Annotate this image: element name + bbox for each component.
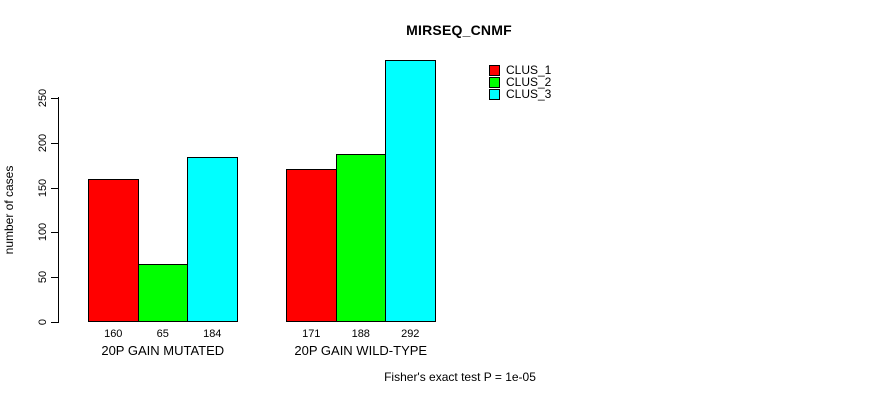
legend-item: CLUS_3 <box>489 88 551 100</box>
y-tick-mark <box>51 143 58 144</box>
chart-title: MIRSEQ_CNMF <box>406 22 512 38</box>
bar-clus_2-1 <box>137 264 188 322</box>
bar-clus_3-2 <box>385 60 436 322</box>
legend: CLUS_1 CLUS_2 CLUS_3 <box>489 64 551 100</box>
y-tick-label: 50 <box>37 270 49 284</box>
y-axis-label: number of cases <box>2 165 16 255</box>
y-tick-mark <box>51 188 58 189</box>
bar-value-label: 292 <box>401 328 420 340</box>
y-tick-mark <box>51 232 58 233</box>
statistical-test-annotation: Fisher's exact test P = 1e-05 <box>384 370 536 384</box>
y-tick-mark <box>51 98 58 99</box>
legend-swatch-clus_1 <box>489 64 500 76</box>
bar-value-label: 65 <box>156 328 169 340</box>
bar-clus_1-1 <box>88 179 139 322</box>
legend-label: CLUS_3 <box>506 87 552 101</box>
bar-value-label: 184 <box>203 328 222 340</box>
y-tick-mark <box>51 277 58 278</box>
legend-item: CLUS_1 <box>489 64 551 76</box>
y-tick-label: 0 <box>37 318 49 326</box>
y-tick-mark <box>51 322 58 323</box>
bar-value-label: 171 <box>302 328 321 340</box>
y-tick-label: 250 <box>37 88 49 108</box>
legend-label: CLUS_1 <box>506 63 552 77</box>
x-category-label: 20P GAIN MUTATED <box>101 343 225 358</box>
y-tick-label: 150 <box>37 178 49 198</box>
bar-clus_1-2 <box>286 169 337 322</box>
y-axis-line <box>58 97 59 323</box>
bar-clus_3-1 <box>187 157 238 322</box>
legend-swatch-clus_3 <box>489 88 500 100</box>
legend-item: CLUS_2 <box>489 76 551 88</box>
bar-clus_2-2 <box>335 154 386 322</box>
y-tick-label: 200 <box>37 133 49 153</box>
legend-label: CLUS_2 <box>506 75 552 89</box>
x-category-label: 20P GAIN WILD-TYPE <box>294 343 428 358</box>
bar-value-label: 160 <box>104 328 123 340</box>
y-tick-label: 100 <box>37 222 49 242</box>
legend-swatch-clus_2 <box>489 76 500 88</box>
bar-value-label: 188 <box>351 328 370 340</box>
